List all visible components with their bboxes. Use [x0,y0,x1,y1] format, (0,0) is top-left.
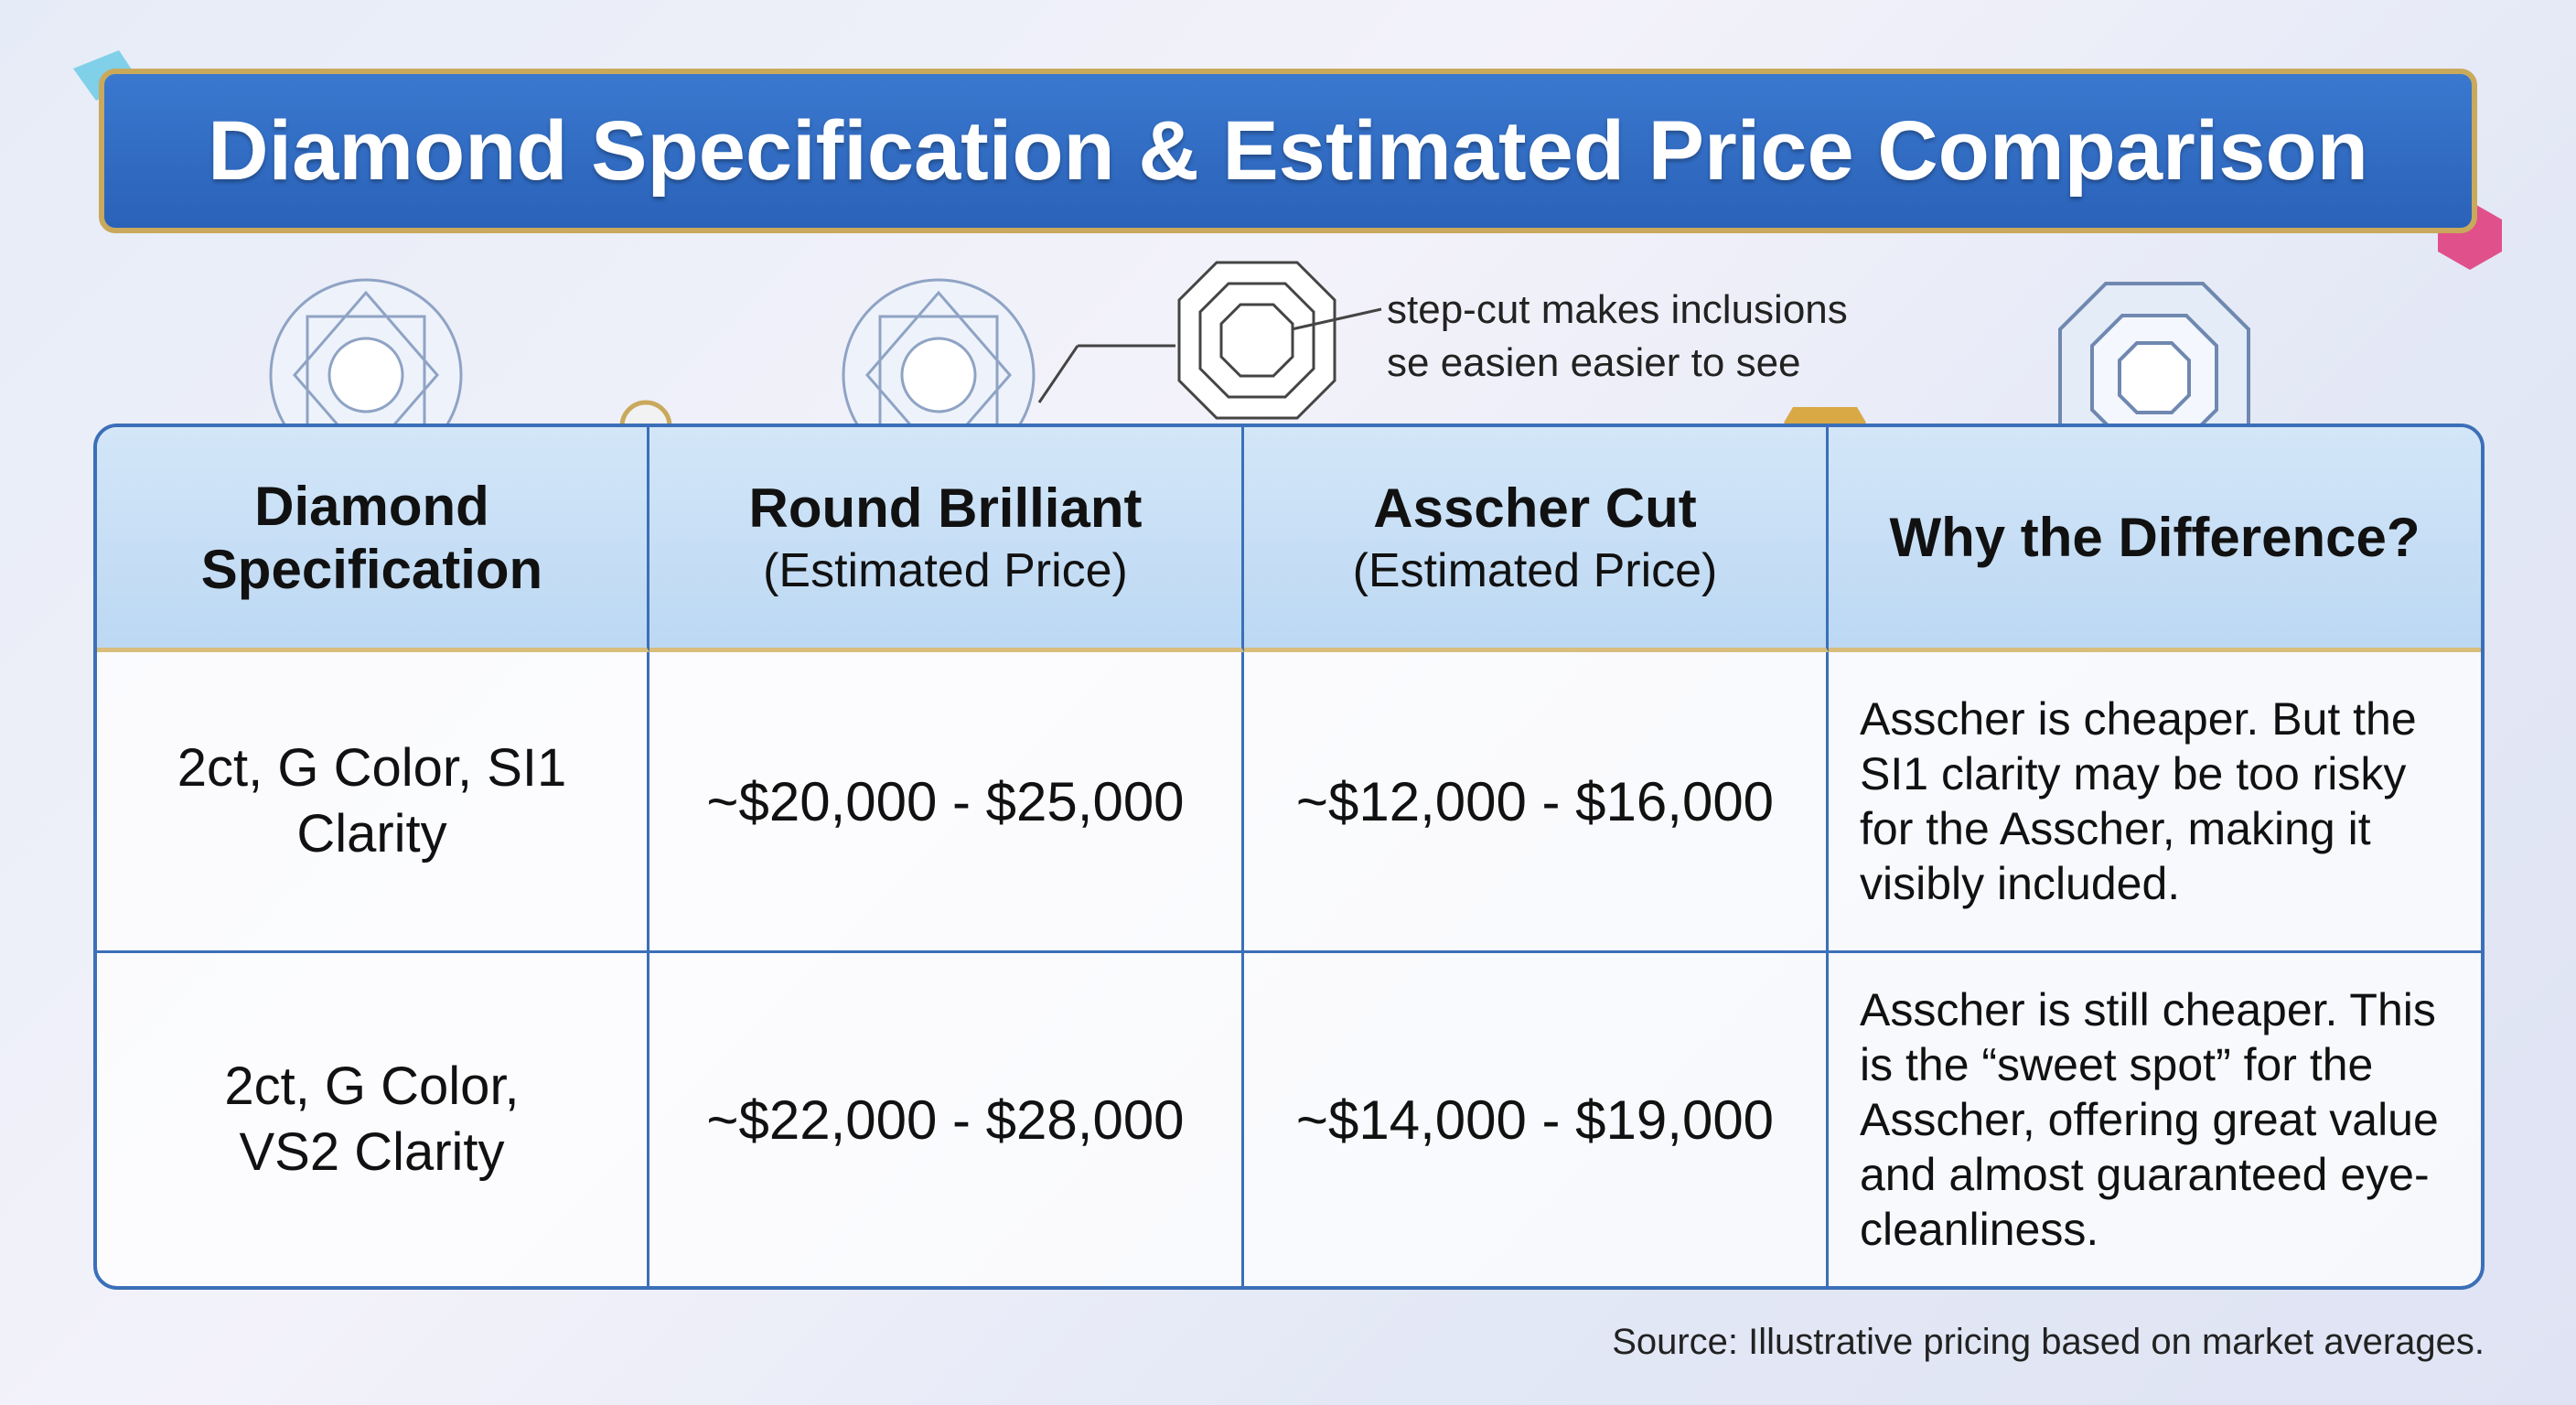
table-cell: ~$20,000 - $25,000 [649,652,1244,953]
header-cell: Diamond Specification [97,427,649,652]
header-subtitle: (Estimated Price) [1352,544,1718,597]
round-diamond [269,278,463,472]
header-cell: Round Brilliant (Estimated Price) [649,427,1244,652]
comparison-table: Diamond Specification Round Brilliant (Est… [93,424,2485,1290]
header-title: Round Brilliant [748,477,1143,539]
table-cell: 2ct, G Color, VS2 Clarity [97,953,649,1286]
annotation: step-cut makes inclusions se easien easi… [1387,284,1848,390]
title: Diamond Specification & Estimated Price … [99,69,2477,233]
header-cell: Asscher Cut (Estimated Price) [1244,427,1829,652]
table-cell: Asscher is still cheaper. This is the “s… [1860,984,2439,1255]
header-title: Diamond Specification [200,475,543,600]
header-subtitle: (Estimated Price) [763,544,1128,597]
source-note: Source: Illustrative pricing based on ma… [1612,1322,2485,1362]
table-cell: Asscher is cheaper. But the SI1 clarity … [1829,652,2481,953]
table-cell: ~$22,000 - $28,000 [649,953,1244,1286]
annotation-line: se easien easier to see [1387,340,1801,385]
header-cell: Why the Difference? [1829,427,2481,652]
annotation-line: step-cut makes inclusions [1387,287,1848,332]
table-cell: ~$12,000 - $16,000 [1244,652,1829,953]
table-cell: ~$14,000 - $19,000 [1244,953,1829,1286]
table-cell: 2ct, G Color, SI1 Clarity [97,652,649,953]
step-cut-diagram [1037,261,1382,420]
header-title: Asscher Cut [1373,477,1697,539]
header-title: Why the Difference? [1889,507,2420,568]
